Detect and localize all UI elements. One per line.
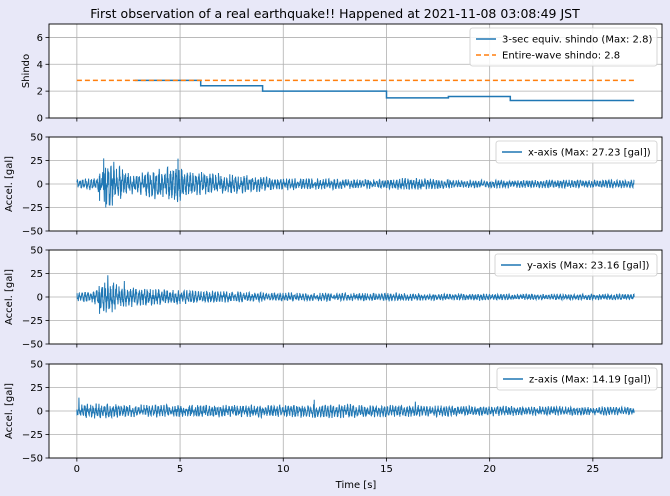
x-tick-label: 15: [380, 464, 393, 475]
y-axis-label: Accel. [gal]: [4, 383, 15, 439]
y-tick-label: −25: [22, 316, 43, 327]
axes-frame: [48, 23, 663, 119]
series-group: [76, 158, 635, 208]
y-tick-label: 6: [37, 33, 43, 44]
y-tick-label: −50: [22, 227, 43, 238]
chart-panel-4: 0 5 10 15 20 25 −50 −25 0 25 50 Accel. [gal] z-axis …: [4, 360, 663, 475]
y-tick-label: −25: [22, 203, 43, 214]
x-tick-label: 20: [483, 464, 496, 475]
x-tick-label: 5: [177, 464, 183, 475]
y-tick-label: −25: [22, 430, 43, 441]
chart-panel-3: −50 −25 0 25 50 Accel. [gal] y-axis (Max: 23.1…: [4, 246, 663, 351]
figure-title: First observation of a real earthquake!!…: [90, 6, 580, 21]
y-axis-label: Accel. [gal]: [4, 269, 15, 325]
legend-box: [495, 140, 658, 164]
y-axis-label: Shindo: [21, 54, 32, 88]
waveform-series: [76, 397, 635, 420]
chart-panel-2: −50 −25 0 25 50 Accel. [gal] x-axis (Max: 27.2…: [4, 133, 663, 238]
y-tick-label: 25: [30, 269, 43, 280]
legend-label: x-axis (Max: 27.23 [gal]): [528, 148, 651, 159]
legend-box: [469, 27, 658, 67]
y-tick-label: −50: [22, 454, 43, 465]
y-tick-label: 2: [37, 87, 43, 98]
y-tick-label: 4: [37, 60, 43, 71]
waveform-series: [76, 158, 635, 208]
legend-label: z-axis (Max: 14.19 [gal]): [529, 375, 651, 386]
series-group: [76, 79, 635, 102]
y-tick-label: 0: [37, 180, 43, 191]
y-tick-label: 50: [30, 133, 43, 144]
x-axis-label: Time [s]: [335, 480, 377, 491]
legend-box: [496, 367, 658, 391]
y-tick-label: 25: [30, 156, 43, 167]
y-tick-label: 50: [30, 246, 43, 257]
legend-label: y-axis (Max: 23.16 [gal]): [527, 261, 650, 272]
series-group: [76, 275, 635, 314]
y-tick-label: 25: [30, 383, 43, 394]
x-tick-label: 10: [277, 464, 290, 475]
x-tick-label: 25: [586, 464, 599, 475]
y-tick-label: 0: [37, 407, 43, 418]
legend-box: [494, 253, 658, 277]
y-tick-label: 50: [30, 360, 43, 371]
series-group: [76, 397, 635, 420]
chart-panel-1: 0 2 4 6 Shindo 3-sec equiv. shindo (Max: 2.8)…: [21, 23, 663, 125]
x-tick-label: 0: [74, 464, 80, 475]
waveform-series: [76, 275, 635, 314]
y-tick-label: 0: [37, 293, 43, 304]
series-line-1: [134, 79, 635, 102]
legend-label: 3-sec equiv. shindo (Max: 2.8): [502, 35, 652, 46]
y-tick-label: 0: [37, 114, 43, 125]
legend-label: Entire-wave shindo: 2.8: [502, 51, 620, 62]
y-axis-label: Accel. [gal]: [4, 156, 15, 212]
y-tick-label: −50: [22, 340, 43, 351]
